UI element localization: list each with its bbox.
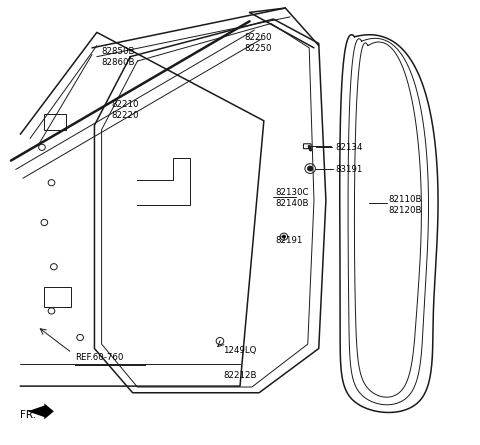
Text: 82110B
82120B: 82110B 82120B — [388, 195, 421, 215]
Circle shape — [308, 166, 312, 171]
Text: 82260
82250: 82260 82250 — [245, 33, 272, 53]
Text: 82850B
82860B: 82850B 82860B — [102, 47, 135, 67]
Text: 83191: 83191 — [336, 165, 363, 174]
Text: 1249LQ: 1249LQ — [223, 346, 257, 355]
Text: 82212B: 82212B — [223, 371, 257, 380]
FancyBboxPatch shape — [303, 144, 311, 149]
Text: 82191: 82191 — [276, 236, 303, 245]
Text: 82210
82220: 82210 82220 — [111, 100, 139, 120]
Text: 82130C
82140B: 82130C 82140B — [276, 188, 309, 208]
Text: 82134: 82134 — [336, 143, 363, 152]
Text: FR.: FR. — [21, 410, 36, 420]
Polygon shape — [28, 403, 54, 419]
Bar — [44, 287, 71, 307]
Text: REF.60-760: REF.60-760 — [75, 353, 124, 362]
Bar — [44, 114, 66, 129]
Circle shape — [282, 235, 285, 238]
